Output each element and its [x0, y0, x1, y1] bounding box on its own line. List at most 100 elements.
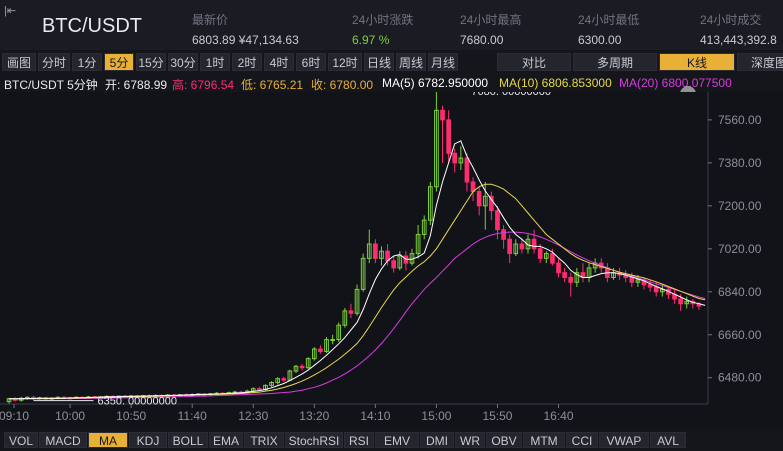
- indicator-wr[interactable]: WR: [455, 432, 485, 448]
- candle-body: [373, 243, 378, 259]
- candle-body: [293, 365, 299, 372]
- collapse-icon[interactable]: |⇤: [4, 5, 17, 17]
- timeframe-12[interactable]: 周线: [396, 53, 426, 71]
- indicator-ema[interactable]: EMA: [209, 432, 243, 448]
- indicator-vwap[interactable]: VWAP: [599, 432, 649, 448]
- y-tick-label: 6840.00: [718, 285, 762, 299]
- info-ma20: MA(20) 6800.077500: [619, 76, 732, 90]
- indicator-kdj[interactable]: KDJ: [129, 432, 167, 448]
- candle-body: [531, 238, 537, 250]
- info-open: 开: 6788.99: [105, 78, 168, 92]
- candle-body: [305, 358, 311, 369]
- timeframe-1[interactable]: 分时: [38, 53, 70, 71]
- low-value: 6300.00: [578, 33, 622, 47]
- min-price-label: 6350. 00000000: [97, 396, 177, 408]
- x-tick-label: 15:50: [482, 409, 512, 423]
- timeframe-5[interactable]: 30分: [168, 53, 198, 71]
- timeframe-0[interactable]: 画图: [2, 53, 36, 71]
- candle-body: [299, 365, 305, 369]
- candle-body: [525, 238, 531, 250]
- x-tick-label: 13:20: [299, 409, 329, 423]
- indicator-stochrsi[interactable]: StochRSI: [285, 432, 343, 448]
- latest-price-label: 最新价: [192, 13, 229, 27]
- candle-body: [507, 238, 513, 255]
- indicator-toolbar: VOL MACD MA KDJ BOLL EMA TRIX StochRSI RSI EMV DMI…: [0, 430, 783, 451]
- candle-body: [366, 243, 372, 259]
- view-tab-2[interactable]: K线: [659, 53, 735, 71]
- x-tick-label: 11:40: [178, 409, 207, 423]
- max-price-label: 7680. 00000000: [471, 92, 551, 98]
- view-tab-0[interactable]: 对比: [497, 53, 571, 71]
- candle-body: [501, 229, 506, 240]
- timeframe-13[interactable]: 月线: [428, 53, 458, 71]
- candle-body: [434, 109, 439, 188]
- timeframe-6[interactable]: 1时: [200, 53, 230, 71]
- y-tick-label: 7380.00: [718, 156, 762, 170]
- candlestick-chart[interactable]: 7560.00 7380.00 7200.00 7020.00 6840.00 6660.…: [0, 92, 783, 429]
- indicator-macd[interactable]: MACD: [39, 432, 87, 448]
- candle-body: [458, 157, 464, 164]
- high-label: 24小时最高: [460, 13, 522, 27]
- candle-body: [397, 255, 403, 269]
- candle-body: [415, 233, 421, 255]
- x-tick-label: 15:00: [421, 409, 451, 423]
- view-tab-3[interactable]: 深度图: [737, 53, 783, 71]
- timeframe-11[interactable]: 日线: [364, 53, 394, 71]
- view-tab-1[interactable]: 多周期: [573, 53, 657, 71]
- candle-body: [360, 257, 366, 290]
- x-tick-label: 10:50: [116, 409, 146, 423]
- indicator-cci[interactable]: CCI: [566, 432, 598, 448]
- candle-body: [635, 279, 641, 283]
- x-tick-label: 12:30: [238, 409, 268, 423]
- candle-body: [330, 339, 335, 342]
- candle-body: [427, 186, 433, 221]
- x-tick-label: 10:00: [55, 409, 85, 423]
- info-high: 高: 6796.54: [172, 78, 235, 92]
- low-stat: 24小时最低 6300.00: [578, 11, 639, 47]
- indicator-ma[interactable]: MA: [88, 432, 128, 448]
- timeframe-7[interactable]: 2时: [232, 53, 262, 71]
- candle-body: [537, 248, 543, 259]
- indicator-vol[interactable]: VOL: [4, 432, 38, 448]
- indicator-trix[interactable]: TRIX: [244, 432, 284, 448]
- candle-body: [550, 253, 555, 264]
- indicator-boll[interactable]: BOLL: [168, 432, 208, 448]
- indicator-dmi[interactable]: DMI: [420, 432, 454, 448]
- volume-label: 24小时成交: [700, 13, 762, 27]
- timeframe-9[interactable]: 6时: [296, 53, 326, 71]
- candle-body: [519, 243, 525, 250]
- latest-price-value: 6803.89 ¥47,134.63: [192, 33, 299, 47]
- timeframe-10[interactable]: 12时: [328, 53, 362, 71]
- indicator-rsi[interactable]: RSI: [344, 432, 374, 448]
- timeframe-3[interactable]: 5分: [104, 53, 134, 71]
- volume-stat: 24小时成交 413,443,392.8: [700, 11, 783, 47]
- candle-body: [495, 210, 500, 231]
- candle-body: [574, 272, 580, 283]
- candle-body: [342, 310, 348, 326]
- candle-body: [318, 348, 323, 352]
- indicator-avl[interactable]: AVL: [650, 432, 686, 448]
- candle-body: [348, 310, 354, 314]
- indicator-mtm[interactable]: MTM: [523, 432, 565, 448]
- timeframe-8[interactable]: 4时: [264, 53, 294, 71]
- low-label: 24小时最低: [578, 13, 640, 27]
- candle-body: [6, 398, 12, 403]
- info-low: 低: 6765.21: [241, 78, 304, 92]
- timeframe-4[interactable]: 15分: [136, 53, 166, 71]
- candle-body: [678, 298, 683, 305]
- change-label: 24小时涨跌: [352, 13, 414, 27]
- candle-body: [269, 382, 274, 386]
- candle-body: [257, 388, 262, 391]
- high-stat: 24小时最高 7680.00: [460, 11, 521, 47]
- x-tick-label: 14:10: [360, 409, 390, 423]
- candle-body: [311, 348, 317, 360]
- y-tick-label: 6480.00: [718, 371, 762, 385]
- indicator-obv[interactable]: OBV: [486, 432, 522, 448]
- timeframe-2[interactable]: 1分: [72, 53, 102, 71]
- latest-price-stat: 最新价 6803.89 ¥47,134.63: [192, 11, 299, 47]
- indicator-emv[interactable]: EMV: [375, 432, 419, 448]
- candle-body: [647, 284, 653, 288]
- candle-body: [275, 378, 281, 384]
- candle-body: [543, 253, 549, 259]
- x-tick-label: 16:40: [544, 409, 574, 423]
